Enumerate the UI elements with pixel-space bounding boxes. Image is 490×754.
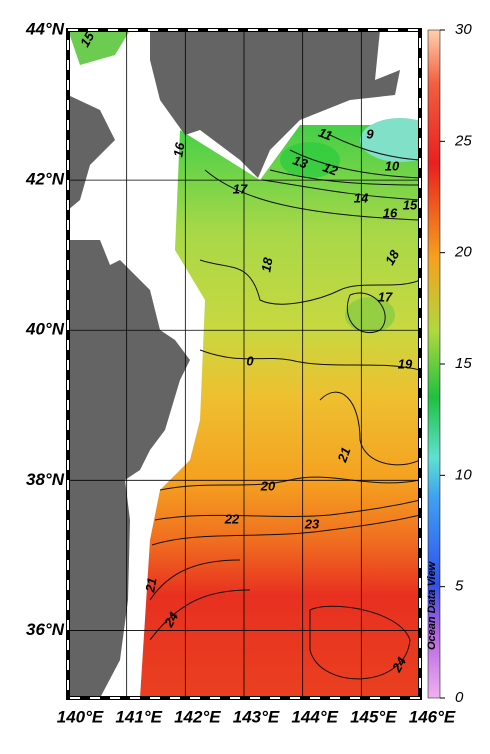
frame	[67, 29, 421, 699]
contour-label: 11	[316, 125, 334, 144]
lat-label: 38°N	[26, 470, 65, 489]
contour-label: 24	[388, 654, 409, 676]
contour-label: 17	[233, 181, 248, 196]
contour-label: 18	[258, 256, 275, 274]
contour-label: 15	[403, 197, 418, 212]
land	[68, 95, 115, 210]
colorbar-label: 25	[454, 132, 472, 149]
contour-label: 23	[304, 516, 320, 531]
land	[68, 240, 190, 698]
contour-label: 17	[378, 289, 393, 304]
lat-label: 42°N	[25, 170, 65, 189]
lon-label: 144°E	[291, 707, 338, 726]
watermark: Ocean Data View	[426, 560, 438, 650]
contour-label: 19	[398, 356, 413, 371]
contour-label: 0	[246, 353, 254, 368]
lon-label: 143°E	[233, 707, 280, 726]
data-field	[140, 125, 420, 698]
contour-label: 13	[291, 152, 310, 171]
contour-label: 24	[160, 609, 181, 631]
contour-label: 10	[385, 158, 400, 173]
colorbar-label: 15	[455, 355, 472, 372]
contour-label: 14	[354, 190, 369, 205]
map-area	[68, 30, 420, 698]
lon-label: 146°E	[409, 707, 456, 726]
lat-label: 44°N	[25, 19, 65, 38]
lon-label: 140°E	[57, 707, 104, 726]
colorbar-label: 5	[455, 578, 464, 595]
contour-label: 22	[224, 511, 240, 526]
lon-label: 141°E	[115, 707, 162, 726]
contour-label: 9	[366, 126, 374, 141]
colorbar-label: 10	[455, 466, 472, 483]
contour-label: 16	[170, 141, 187, 159]
lat-label: 36°N	[26, 620, 65, 639]
land	[150, 30, 400, 178]
contour-label: 12	[321, 159, 340, 178]
colorbar-label: 30	[455, 21, 472, 38]
contour-label: 16	[383, 205, 398, 220]
contour-label: 20	[260, 478, 276, 493]
lon-label: 142°E	[174, 707, 221, 726]
lat-label: 40°N	[25, 320, 65, 339]
lon-label: 145°E	[350, 707, 397, 726]
colorbar-label: 0	[455, 689, 464, 706]
contour-label: 21	[142, 576, 159, 594]
colorbar-label: 20	[454, 244, 472, 261]
contour-label: 21	[334, 445, 353, 465]
